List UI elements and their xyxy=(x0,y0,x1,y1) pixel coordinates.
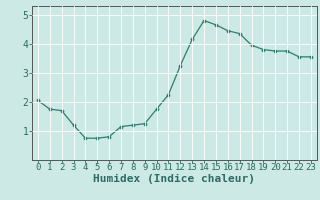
X-axis label: Humidex (Indice chaleur): Humidex (Indice chaleur) xyxy=(93,174,255,184)
